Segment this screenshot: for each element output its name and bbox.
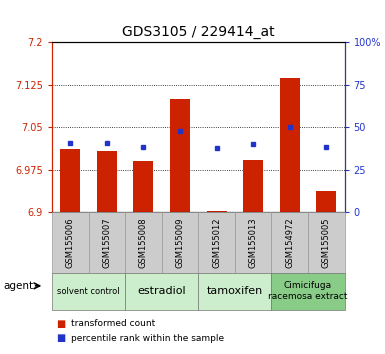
Text: transformed count: transformed count (71, 319, 156, 329)
Text: tamoxifen: tamoxifen (207, 286, 263, 296)
Text: GSM155005: GSM155005 (322, 217, 331, 268)
Bar (206, 211, 227, 212)
Bar (316, 192, 336, 212)
Bar (280, 78, 300, 212)
Bar (60, 149, 80, 212)
Text: GSM155008: GSM155008 (139, 217, 148, 268)
Text: solvent control: solvent control (57, 287, 120, 296)
Title: GDS3105 / 229414_at: GDS3105 / 229414_at (122, 25, 275, 39)
Text: ■: ■ (56, 333, 65, 343)
Bar (243, 160, 263, 212)
Text: Cimicifuga
racemosa extract: Cimicifuga racemosa extract (268, 281, 348, 301)
Bar (97, 151, 117, 212)
Text: GSM155012: GSM155012 (212, 217, 221, 268)
Bar (133, 161, 154, 212)
Text: GSM155009: GSM155009 (176, 217, 184, 268)
Text: ■: ■ (56, 319, 65, 329)
Text: GSM155013: GSM155013 (249, 217, 258, 268)
Text: percentile rank within the sample: percentile rank within the sample (71, 333, 224, 343)
Text: GSM155006: GSM155006 (66, 217, 75, 268)
Text: estradiol: estradiol (137, 286, 186, 296)
Text: agent: agent (4, 281, 34, 291)
Bar (170, 99, 190, 212)
Text: GSM154972: GSM154972 (285, 217, 294, 268)
Text: GSM155007: GSM155007 (102, 217, 111, 268)
